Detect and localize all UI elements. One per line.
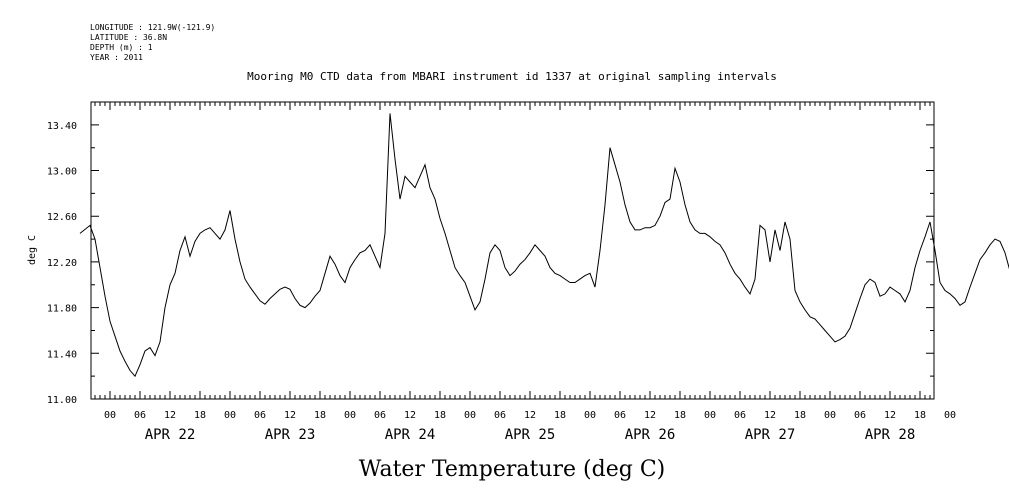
y-axis-label: deg C (27, 235, 38, 265)
meta-line: LATITUDE : 36.8N (90, 33, 167, 42)
x-hour-label: 12 (404, 410, 416, 421)
plot-frame (90, 101, 935, 400)
y-tick-label: 12.20 (47, 258, 77, 269)
x-hour-label: 12 (764, 410, 776, 421)
x-hour-label: 06 (494, 410, 506, 421)
x-hour-label: 18 (314, 410, 326, 421)
y-tick-labels: 11.00 11.40 11.80 12.20 12.60 13.00 13.40 (47, 121, 77, 406)
x-hour-label: 00 (104, 410, 116, 421)
x-hour-label: 06 (374, 410, 386, 421)
meta-line: YEAR : 2011 (90, 53, 143, 62)
x-day-label: APR 25 (505, 427, 556, 443)
y-tick-label: 12.60 (47, 212, 77, 223)
axis-ticks (91, 101, 934, 400)
x-hour-label: 00 (944, 410, 956, 421)
x-hour-label: 12 (164, 410, 176, 421)
x-hour-label: 06 (254, 410, 266, 421)
x-hour-label: 00 (824, 410, 836, 421)
x-hour-label: 00 (224, 410, 236, 421)
x-hour-label: 18 (914, 410, 926, 421)
x-hour-label: 12 (284, 410, 296, 421)
meta-line: DEPTH (m) : 1 (90, 43, 153, 52)
x-hour-label: 12 (884, 410, 896, 421)
header-metadata: LONGITUDE : 121.9W(-121.9)LATITUDE : 36.… (90, 23, 215, 62)
y-tick-label: 13.40 (47, 121, 77, 132)
x-axis-label: Water Temperature (deg C) (359, 457, 666, 482)
x-hour-label: 00 (344, 410, 356, 421)
x-hour-label: 18 (794, 410, 806, 421)
x-hour-label: 18 (554, 410, 566, 421)
x-hour-label: 12 (524, 410, 536, 421)
chart-title: Mooring M0 CTD data from MBARI instrumen… (247, 70, 777, 83)
x-day-label: APR 23 (265, 427, 316, 443)
y-tick-label: 11.00 (47, 395, 77, 406)
tick-marks (91, 101, 934, 400)
x-hour-label: 06 (134, 410, 146, 421)
x-hour-label: 00 (464, 410, 476, 421)
x-day-label: APR 22 (145, 427, 196, 443)
y-tick-label: 13.00 (47, 167, 77, 178)
x-hour-label: 06 (734, 410, 746, 421)
x-hour-label: 18 (194, 410, 206, 421)
x-day-label: APR 27 (745, 427, 796, 443)
x-hour-label: 18 (674, 410, 686, 421)
y-tick-label: 11.40 (47, 349, 77, 360)
series-line-water-temperature (79, 113, 1009, 378)
x-day-label: APR 24 (385, 427, 436, 443)
meta-line: LONGITUDE : 121.9W(-121.9) (90, 23, 215, 32)
x-hour-label: 06 (614, 410, 626, 421)
x-hour-label: 12 (644, 410, 656, 421)
x-hour-label: 00 (704, 410, 716, 421)
x-hour-label: 18 (434, 410, 446, 421)
x-hour-label: 06 (854, 410, 866, 421)
x-hour-label: 00 (584, 410, 596, 421)
x-day-label: APR 28 (865, 427, 916, 443)
x-day-labels: APR 22 APR 23 APR 24 APR 25 APR 26 APR 27 APR … (145, 427, 916, 443)
x-hour-labels: 00 06 12 18 00 06 12 18 00 06 12 18 00 06 12 18 00 06 12 18… (104, 410, 956, 421)
y-tick-label: 11.80 (47, 304, 77, 315)
x-day-label: APR 26 (625, 427, 676, 443)
